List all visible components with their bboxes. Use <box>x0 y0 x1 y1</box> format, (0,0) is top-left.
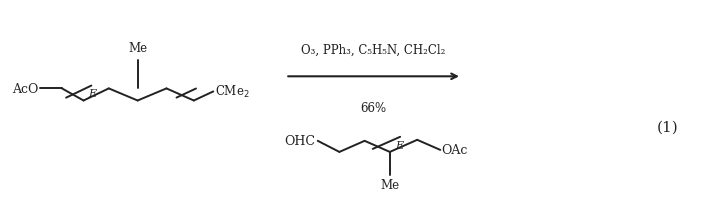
Text: E: E <box>395 141 404 150</box>
Text: (1): (1) <box>656 120 678 134</box>
Text: Me: Me <box>128 42 147 55</box>
Text: AcO: AcO <box>12 82 38 95</box>
Text: 66%: 66% <box>360 101 387 114</box>
Text: OAc: OAc <box>442 144 468 157</box>
Text: E: E <box>88 89 96 99</box>
Text: Me: Me <box>380 178 399 191</box>
Text: OHC: OHC <box>284 135 316 148</box>
Text: O₃, PPh₃, C₅H₅N, CH₂Cl₂: O₃, PPh₃, C₅H₅N, CH₂Cl₂ <box>301 44 445 57</box>
Text: CMe$_2$: CMe$_2$ <box>215 84 250 100</box>
